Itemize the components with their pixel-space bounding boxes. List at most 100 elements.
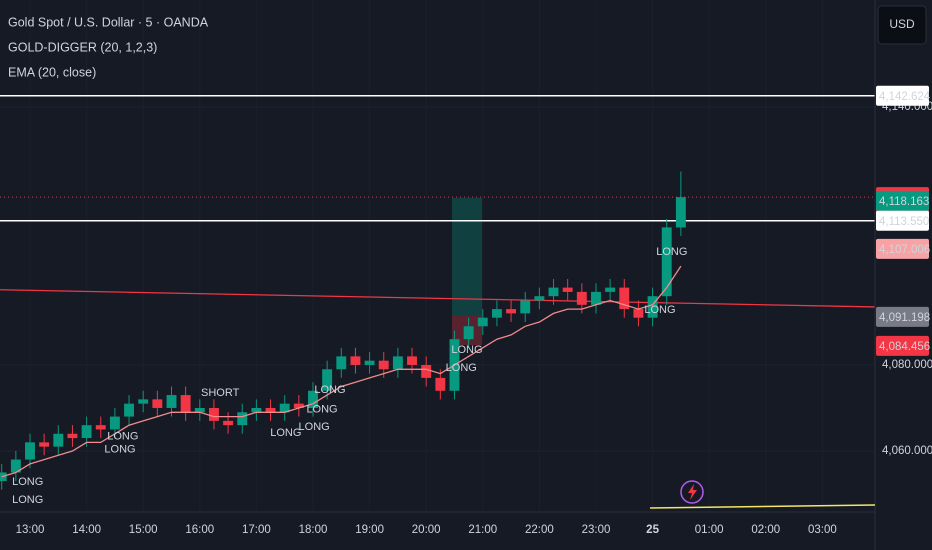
chart-title: Gold Spot / U.S. Dollar · 5 · OANDA	[8, 15, 209, 29]
signal-label: LONG	[104, 444, 135, 456]
candle-body	[576, 291, 587, 305]
price-label: 4,142.624	[879, 91, 931, 103]
candle-body	[53, 433, 64, 447]
candle-body	[661, 227, 672, 297]
price-label-box	[876, 85, 929, 106]
candle-body	[407, 356, 417, 365]
candle-body	[591, 291, 601, 305]
x-tick-label: 22:00	[525, 524, 554, 536]
x-tick-label: 15:00	[129, 524, 158, 536]
candle-body	[520, 300, 531, 314]
candle-body	[491, 309, 502, 318]
candle-body	[633, 309, 644, 318]
price-label-box	[876, 190, 929, 211]
x-tick-label: 20:00	[412, 524, 441, 536]
candle-body	[152, 399, 163, 408]
candle-body	[109, 416, 120, 430]
candle-body	[463, 326, 474, 340]
drawing-line	[649, 504, 876, 509]
plot-area: LONGLONGLONGLONGSHORTLONGLONGLONGLONGLON…	[0, 95, 876, 506]
currency-label: USD	[889, 17, 915, 31]
x-tick-label: 19:00	[355, 524, 384, 536]
candle-body	[378, 360, 389, 370]
candle-body	[251, 407, 262, 413]
ema-line	[1, 265, 682, 478]
x-tick-label: 14:00	[72, 524, 101, 536]
candle-body	[619, 287, 630, 310]
candle-body	[279, 403, 290, 413]
candle-body	[675, 197, 686, 228]
signal-label: LONG	[656, 246, 687, 258]
x-tick-label: 01:00	[695, 524, 724, 536]
trend-line	[0, 289, 876, 308]
y-tick-label: 4,060.000	[882, 445, 932, 457]
candle-body	[67, 433, 78, 439]
candle-body	[605, 287, 616, 292]
signal-label: LONG	[12, 494, 43, 506]
candle-body	[562, 287, 573, 292]
candle-body	[322, 369, 333, 391]
candle-body	[308, 390, 318, 408]
candle-body	[435, 377, 446, 391]
candle-body	[166, 395, 177, 408]
x-tick-label: 02:00	[751, 524, 780, 536]
alert-icon[interactable]	[680, 480, 704, 504]
candle-body	[95, 425, 106, 430]
alert-bolt	[688, 484, 697, 500]
candle-body	[392, 356, 403, 370]
signal-label: LONG	[299, 421, 330, 433]
candle-body	[293, 403, 304, 408]
signal-label: LONG	[451, 344, 482, 356]
signal-label: SHORT	[201, 387, 240, 399]
signal-label: LONG	[314, 384, 345, 396]
candle-body	[180, 395, 191, 413]
y-tick-label: 4,080.000	[882, 359, 932, 371]
candle-body	[548, 287, 559, 297]
price-label: 4,091.198	[879, 312, 930, 324]
currency-button[interactable]	[877, 5, 927, 45]
candle-body	[647, 296, 658, 318]
candle-body	[350, 356, 361, 365]
price-label-box	[876, 210, 929, 231]
alert-ring	[680, 480, 704, 504]
candle-body	[10, 459, 21, 473]
price-label: 4,113.550	[879, 216, 929, 228]
indicator-label[interactable]: GOLD-DIGGER (20, 1,2,3)	[8, 40, 157, 54]
x-tick-label: 13:00	[16, 524, 45, 536]
x-tick-label: 18:00	[299, 524, 328, 536]
x-tick-label: 17:00	[242, 524, 271, 536]
candle-body	[534, 296, 545, 301]
x-tick-label: 16:00	[185, 524, 214, 536]
x-tick-label: 23:00	[582, 524, 611, 536]
indicator-label[interactable]: EMA (20, close)	[8, 65, 96, 79]
x-tick-label: 03:00	[808, 524, 837, 536]
candle-body	[25, 442, 35, 460]
candle-body	[421, 364, 432, 378]
candle-body	[81, 425, 92, 439]
price-label: 4,107.006	[879, 244, 930, 256]
candle-body	[39, 442, 50, 447]
position-profit-zone	[452, 198, 482, 316]
x-tick-label: 25	[646, 524, 659, 536]
price-label-box	[876, 238, 929, 259]
candle-body	[364, 360, 375, 365]
price-label-box	[876, 306, 929, 327]
candle-body	[138, 399, 149, 404]
candle-body	[223, 420, 234, 426]
candle-body	[194, 407, 205, 413]
candle-body	[477, 317, 488, 327]
candle-body	[336, 356, 347, 370]
signal-label: LONG	[12, 476, 43, 488]
price-label: 4,118.163	[879, 196, 929, 208]
x-tick-label: 21:00	[468, 524, 497, 536]
signal-label: LONG	[644, 304, 675, 316]
candle-body	[237, 412, 248, 426]
signal-label: LONG	[446, 362, 477, 374]
signal-label: LONG	[270, 427, 301, 439]
candle-body	[124, 403, 134, 417]
grid	[0, 106, 875, 452]
signal-label: LONG	[306, 404, 337, 416]
